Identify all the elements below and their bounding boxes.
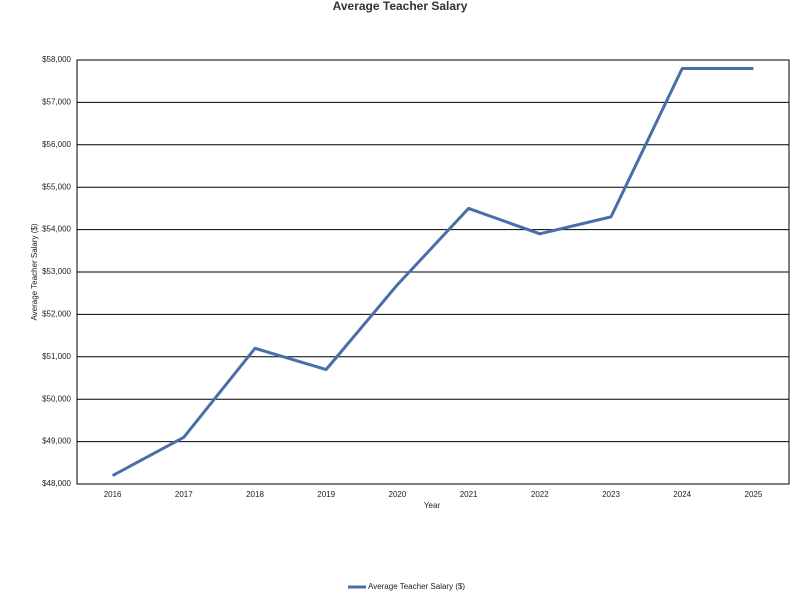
x-tick-label: 2017 bbox=[175, 490, 193, 499]
x-tick-label: 2021 bbox=[460, 490, 478, 499]
y-tick-label: $58,000 bbox=[42, 55, 71, 64]
x-tick-label: 2020 bbox=[389, 490, 407, 499]
y-tick-label: $50,000 bbox=[42, 394, 71, 403]
x-tick-label: 2019 bbox=[317, 490, 335, 499]
x-tick-label: 2022 bbox=[531, 490, 549, 499]
y-tick-label: $48,000 bbox=[42, 479, 71, 488]
x-tick-label: 2023 bbox=[602, 490, 620, 499]
line-series bbox=[111, 66, 754, 477]
y-tick-label: $49,000 bbox=[42, 437, 71, 446]
x-axis-label: Year bbox=[424, 501, 441, 510]
x-tick-label: 2025 bbox=[745, 490, 763, 499]
legend-label: Average Teacher Salary ($) bbox=[368, 582, 465, 591]
y-tick-label: $56,000 bbox=[42, 140, 71, 149]
y-tick-label: $55,000 bbox=[42, 182, 71, 191]
x-tick-label: 2016 bbox=[104, 490, 122, 499]
y-tick-label: $51,000 bbox=[42, 352, 71, 361]
y-tick-label: $57,000 bbox=[42, 98, 71, 107]
chart-title: Average Teacher Salary bbox=[333, 0, 468, 13]
x-tick-label: 2024 bbox=[673, 490, 691, 499]
y-axis-label: Average Teacher Salary ($) bbox=[30, 223, 39, 320]
y-tick-label: $54,000 bbox=[42, 225, 71, 234]
y-tick-label: $53,000 bbox=[42, 267, 71, 276]
y-tick-label: $52,000 bbox=[42, 310, 71, 319]
x-tick-label: 2018 bbox=[246, 490, 264, 499]
